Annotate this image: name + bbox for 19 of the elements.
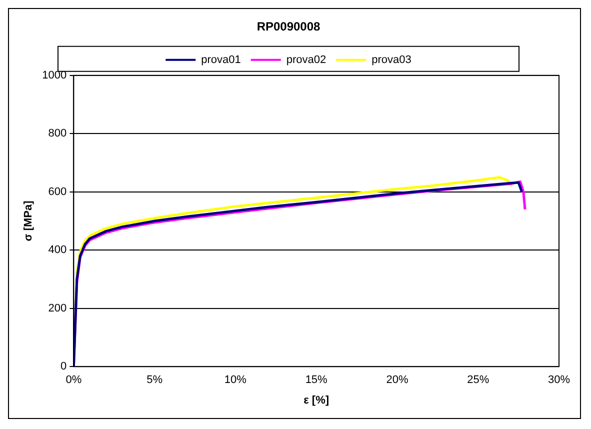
x-tick-label: 25% — [467, 374, 490, 386]
x-tick-label: 5% — [146, 374, 163, 386]
x-tick-label: 10% — [224, 374, 247, 386]
legend-label: prova03 — [372, 54, 412, 66]
x-tick-label: 30% — [548, 374, 570, 386]
x-tick-label: 15% — [305, 374, 328, 386]
y-tick-label: 0 — [60, 360, 67, 373]
y-tick-label: 600 — [48, 186, 67, 198]
y-tick-label: 1000 — [42, 69, 67, 82]
y-tick-label: 800 — [48, 128, 67, 140]
y-tick-label: 200 — [48, 302, 67, 314]
y-axis-title: σ [MPa] — [22, 200, 35, 242]
x-axis-title: ε [%] — [304, 394, 330, 406]
legend-label: prova02 — [286, 54, 326, 66]
chart-title: RP0090008 — [256, 20, 321, 34]
y-tick-label: 400 — [48, 244, 67, 256]
legend-label: prova01 — [201, 54, 241, 66]
x-tick-label: 20% — [386, 374, 408, 386]
x-tick-label: 0% — [66, 374, 82, 386]
